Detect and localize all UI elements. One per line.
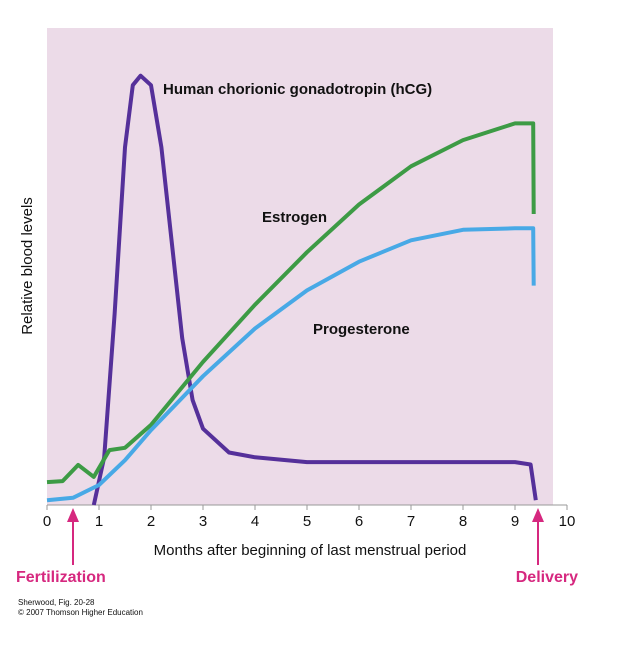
- x-tick-label: 4: [251, 513, 259, 530]
- annotation: Delivery: [516, 569, 578, 586]
- annotation: Fertilization: [16, 569, 106, 586]
- x-tick-label: 2: [147, 513, 155, 530]
- plot-background: [47, 28, 553, 505]
- series-line: [46, 121, 536, 485]
- fertilization-arrow: [67, 508, 79, 565]
- series-line: [91, 73, 538, 506]
- x-tick-label: 0: [43, 513, 51, 530]
- x-tick-label: 6: [355, 513, 363, 530]
- x-tick-label: 8: [459, 513, 467, 530]
- y-axis-label: Relative blood levels: [19, 197, 36, 335]
- series-label: Progesterone: [313, 321, 410, 338]
- delivery-arrow: [532, 508, 544, 565]
- x-tick-label: 9: [511, 513, 519, 530]
- x-tick-label: 1: [95, 513, 103, 530]
- x-axis-label: Months after beginning of last menstrual…: [154, 542, 467, 559]
- source: © 2007 Thomson Higher Education: [18, 608, 143, 617]
- series-label: Estrogen: [262, 209, 327, 226]
- x-tick-label: 5: [303, 513, 311, 530]
- series-line: [46, 226, 536, 503]
- source: Sherwood, Fig. 20-28: [18, 598, 95, 607]
- x-tick-label: 3: [199, 513, 207, 530]
- x-tick-label: 10: [559, 513, 576, 530]
- series-label: Human chorionic gonadotropin (hCG): [163, 81, 432, 98]
- x-tick-label: 7: [407, 513, 415, 530]
